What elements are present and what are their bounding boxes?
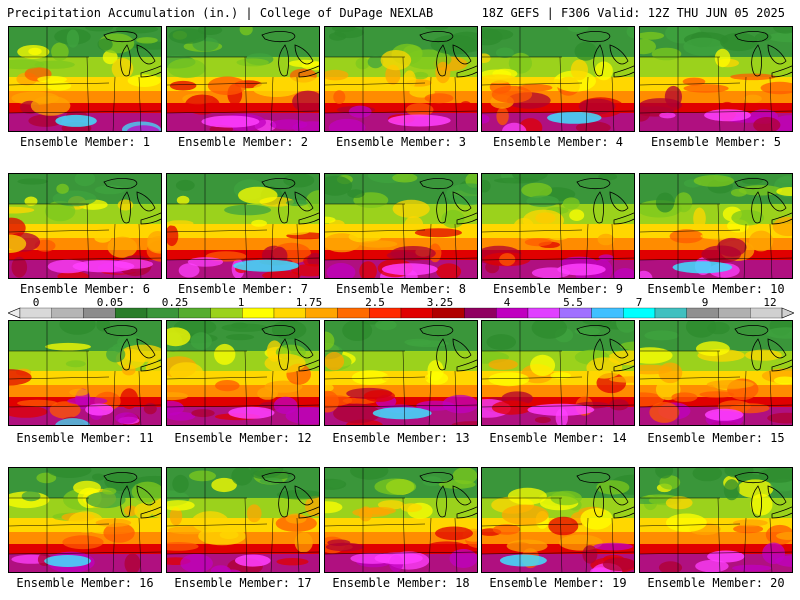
colorbar-segment (51, 307, 84, 319)
ensemble-member-label: Ensemble Member: 5 (650, 135, 782, 149)
colorbar-segment (654, 307, 687, 319)
colorbar-segment (242, 307, 275, 319)
colorbar-max-arrow (781, 307, 794, 319)
colorbar-segment (337, 307, 370, 319)
ensemble-map-5 (639, 26, 793, 132)
ensemble-map-18 (324, 467, 478, 573)
ensemble-map-13 (324, 320, 478, 426)
ensemble-member-label: Ensemble Member: 19 (489, 576, 627, 590)
ensemble-member-label: Ensemble Member: 16 (16, 576, 154, 590)
colorbar-segment (464, 307, 497, 319)
ensemble-map-1 (8, 26, 162, 132)
colorbar-segment (400, 307, 433, 319)
ensemble-map-15 (639, 320, 793, 426)
ensemble-member-label: Ensemble Member: 14 (489, 431, 627, 445)
ensemble-map-9 (481, 173, 635, 279)
ensemble-member-label: Ensemble Member: 1 (19, 135, 151, 149)
colorbar-tick-label: 0.25 (162, 298, 189, 309)
colorbar-segment (83, 307, 116, 319)
colorbar-segment (750, 307, 783, 319)
colorbar-segment (623, 307, 656, 319)
colorbar-tick-label: 1.75 (296, 298, 323, 309)
ensemble-map-3 (324, 26, 478, 132)
colorbar-tick-label: 12 (763, 298, 776, 309)
ensemble-map-4 (481, 26, 635, 132)
map-title: Precipitation Accumulation (in.) | Colle… (7, 6, 434, 20)
ensemble-map-6 (8, 173, 162, 279)
ensemble-map-11 (8, 320, 162, 426)
colorbar-tick-label: 0 (33, 298, 40, 309)
colorbar-segment (305, 307, 338, 319)
colorbar-tick-label: 0.05 (97, 298, 124, 309)
ensemble-map-12 (166, 320, 320, 426)
ensemble-map-8 (324, 173, 478, 279)
colorbar-tick-label: 9 (702, 298, 709, 309)
ensemble-member-label: Ensemble Member: 6 (19, 282, 151, 296)
precipitation-colorbar: 0 0.05 0.25 1 1.75 2.5 3.25 4 5.5 7 9 12 (8, 298, 794, 319)
ensemble-member-label: Ensemble Member: 9 (492, 282, 624, 296)
ensemble-member-label: Ensemble Member: 4 (492, 135, 624, 149)
colorbar-tick-label: 1 (238, 298, 245, 309)
ensemble-map-2 (166, 26, 320, 132)
colorbar-segment (115, 307, 148, 319)
ensemble-member-label: Ensemble Member: 13 (332, 431, 470, 445)
colorbar-segment (369, 307, 402, 319)
ensemble-member-label: Ensemble Member: 10 (647, 282, 785, 296)
colorbar-tick-label: 4 (504, 298, 511, 309)
ensemble-member-label: Ensemble Member: 8 (335, 282, 467, 296)
model-valid-time: 18Z GEFS | F306 Valid: 12Z THU JUN 05 20… (481, 6, 785, 20)
ensemble-member-label: Ensemble Member: 20 (647, 576, 785, 590)
colorbar-segment (527, 307, 560, 319)
colorbar-segment (496, 307, 529, 319)
ensemble-member-label: Ensemble Member: 11 (16, 431, 154, 445)
ensemble-map-14 (481, 320, 635, 426)
colorbar-tick-label: 3.25 (427, 298, 454, 309)
ensemble-map-10 (639, 173, 793, 279)
colorbar-min-arrow (8, 307, 21, 319)
colorbar-tick-label: 5.5 (563, 298, 583, 309)
colorbar-tick-label: 2.5 (365, 298, 385, 309)
ensemble-map-7 (166, 173, 320, 279)
ensemble-map-17 (166, 467, 320, 573)
ensemble-member-label: Ensemble Member: 7 (177, 282, 309, 296)
ensemble-member-label: Ensemble Member: 3 (335, 135, 467, 149)
colorbar-segment (273, 307, 306, 319)
colorbar-segment (718, 307, 751, 319)
colorbar-segment (591, 307, 624, 319)
colorbar-segment (686, 307, 719, 319)
colorbar-segment (146, 307, 179, 319)
colorbar-segment (178, 307, 211, 319)
colorbar-segment (432, 307, 465, 319)
colorbar-tick-label: 7 (636, 298, 643, 309)
ensemble-member-label: Ensemble Member: 12 (174, 431, 312, 445)
ensemble-map-19 (481, 467, 635, 573)
ensemble-member-label: Ensemble Member: 17 (174, 576, 312, 590)
colorbar-segment (210, 307, 243, 319)
colorbar-segment (19, 307, 52, 319)
ensemble-map-20 (639, 467, 793, 573)
ensemble-map-16 (8, 467, 162, 573)
colorbar-segment (559, 307, 592, 319)
ensemble-member-label: Ensemble Member: 15 (647, 431, 785, 445)
ensemble-member-label: Ensemble Member: 2 (177, 135, 309, 149)
ensemble-member-label: Ensemble Member: 18 (332, 576, 470, 590)
